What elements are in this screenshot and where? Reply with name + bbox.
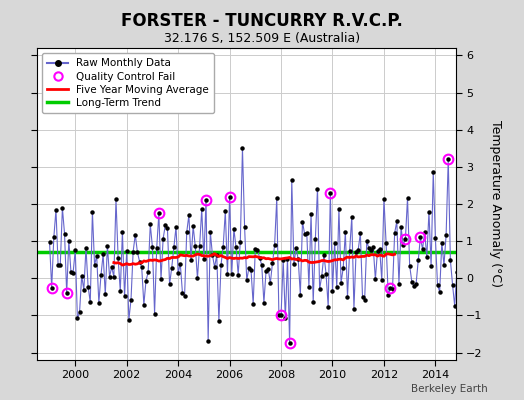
Y-axis label: Temperature Anomaly (°C): Temperature Anomaly (°C) xyxy=(489,120,502,288)
Text: FORSTER - TUNCURRY R.V.C.P.: FORSTER - TUNCURRY R.V.C.P. xyxy=(121,12,403,30)
Legend: Raw Monthly Data, Quality Control Fail, Five Year Moving Average, Long-Term Tren: Raw Monthly Data, Quality Control Fail, … xyxy=(42,53,214,113)
Text: 32.176 S, 152.509 E (Australia): 32.176 S, 152.509 E (Australia) xyxy=(164,32,360,45)
Text: Berkeley Earth: Berkeley Earth xyxy=(411,384,487,394)
